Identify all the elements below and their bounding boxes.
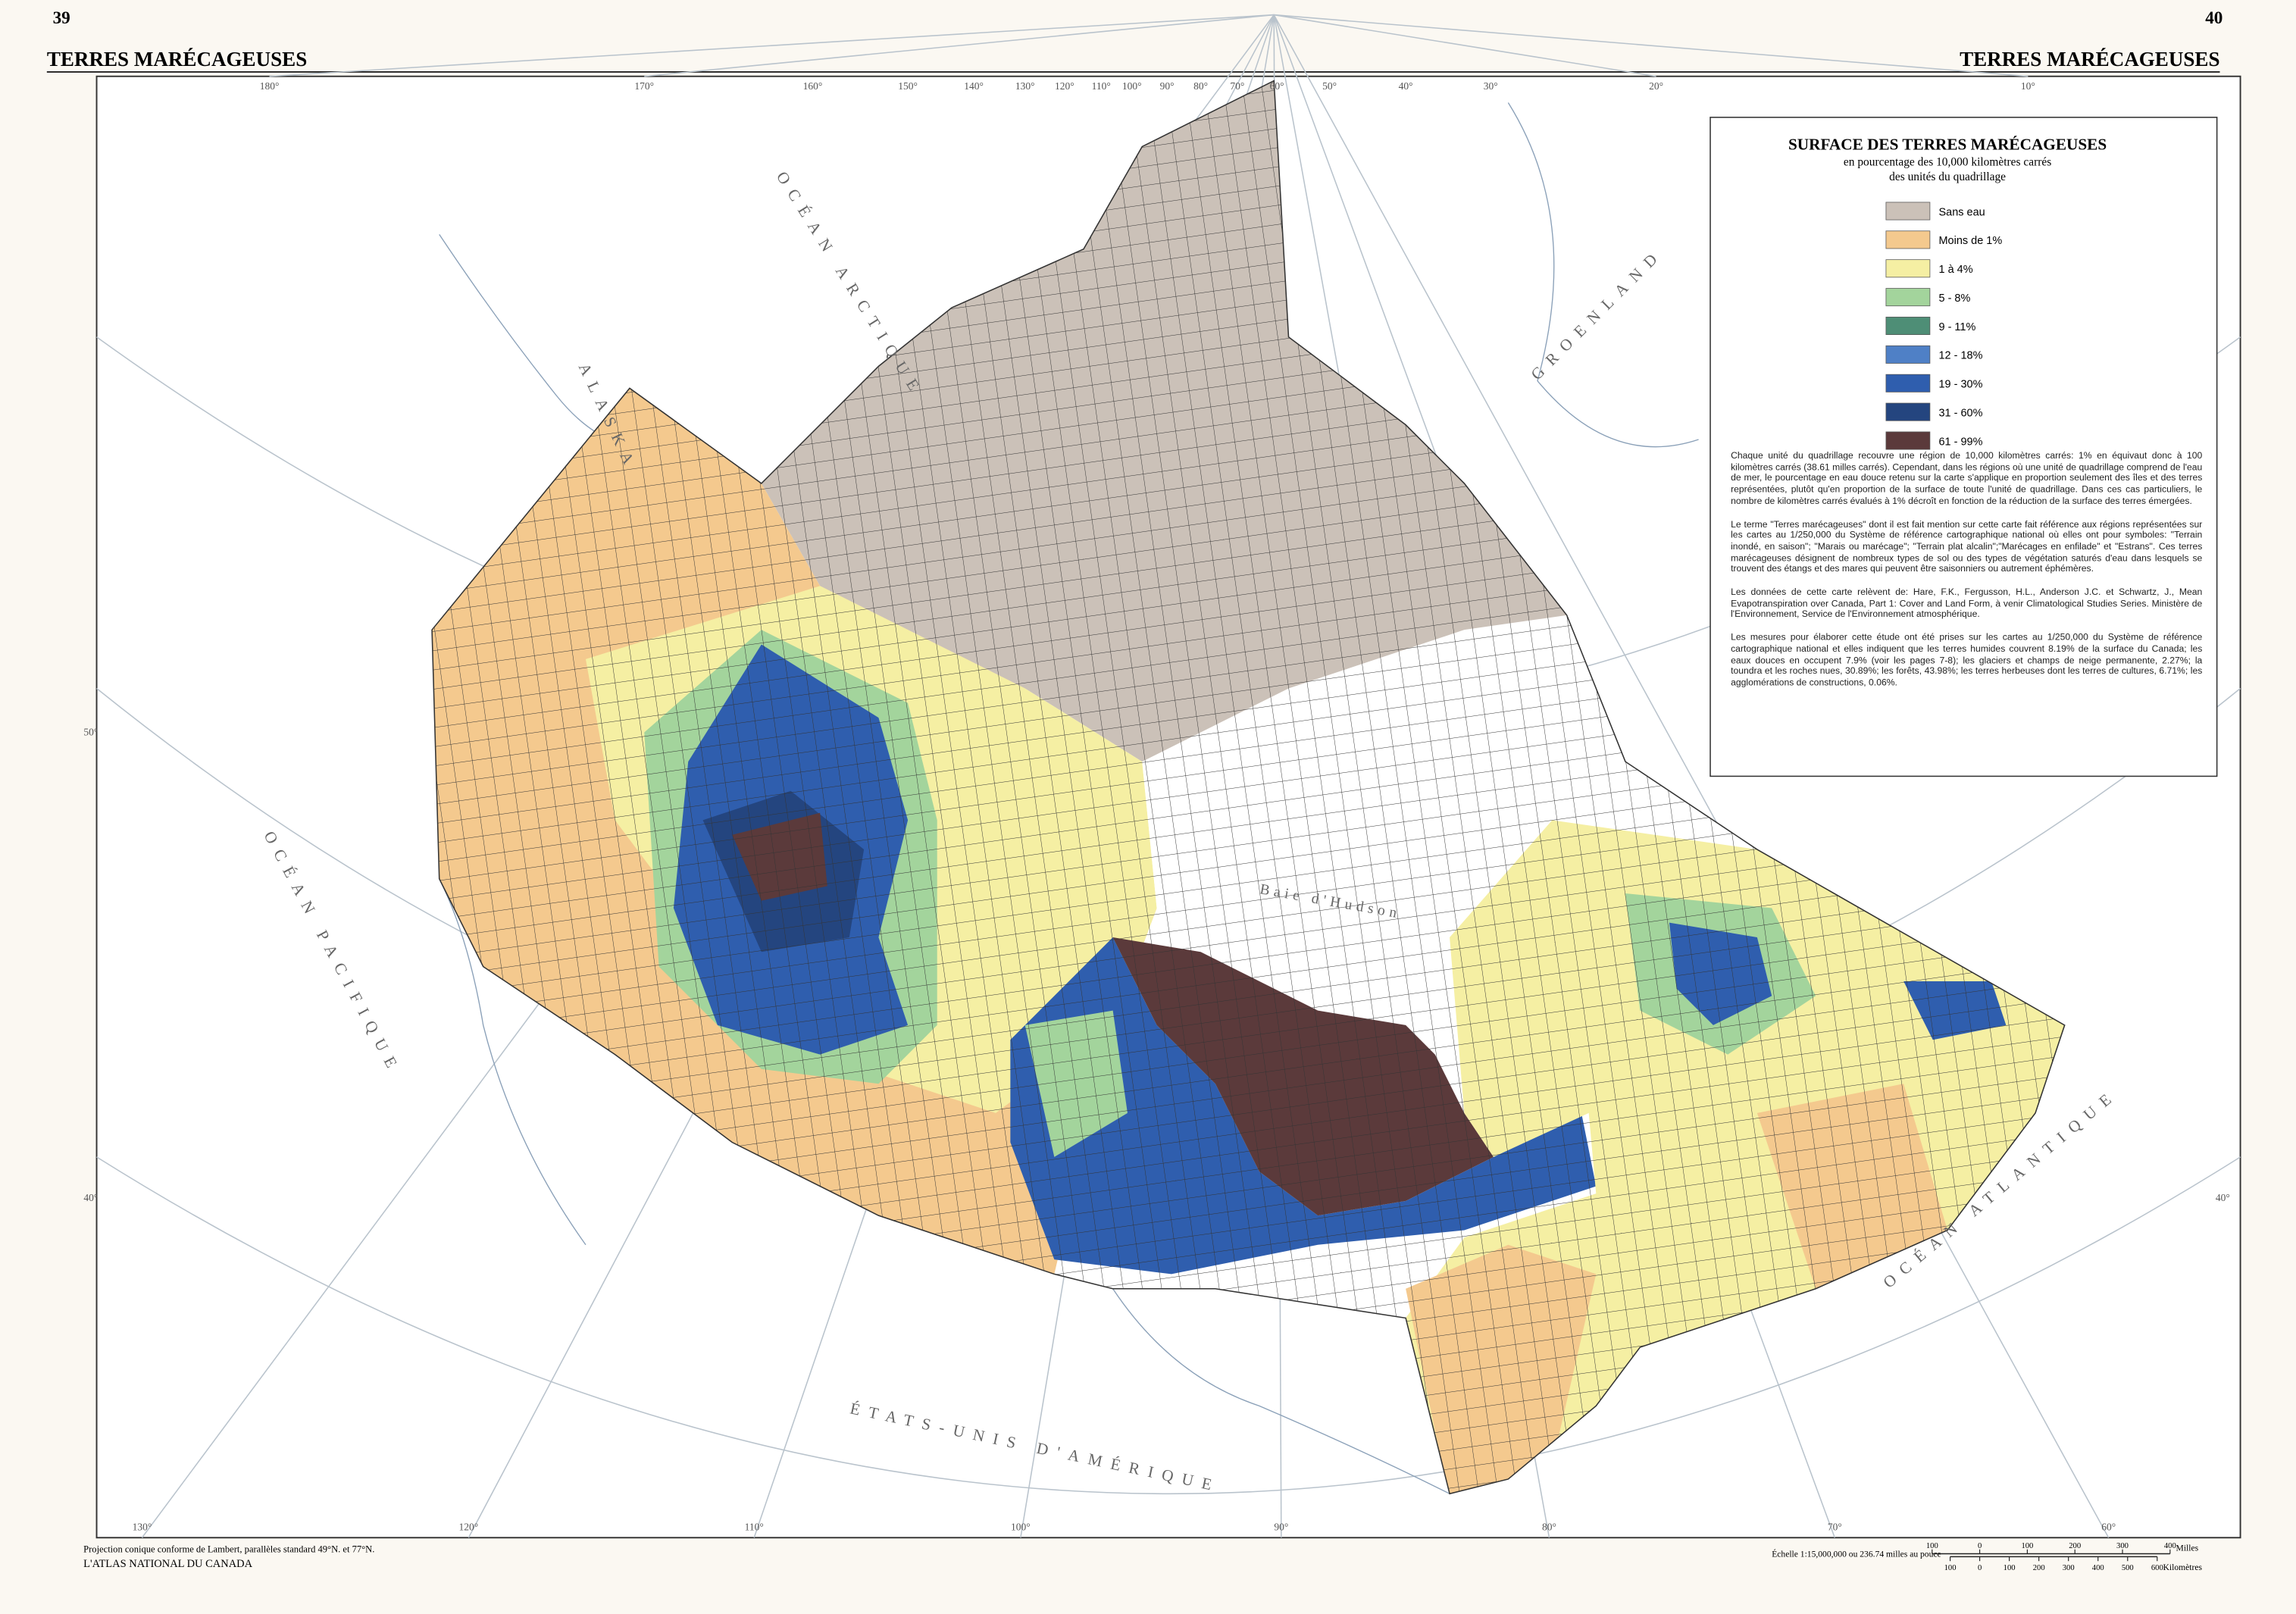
legend-label: 61 - 99%	[1938, 436, 1982, 448]
legend-label: 1 à 4%	[1938, 264, 1972, 276]
longitude-label: 110°	[745, 1522, 764, 1533]
footer: Projection conique conforme de Lambert, …	[83, 1542, 2202, 1572]
latitude-label: 40°	[2216, 1192, 2230, 1203]
atlas: L'ATLAS NATIONAL DU CANADA	[83, 1558, 252, 1570]
longitude-label: 110°	[1092, 80, 1111, 92]
note-paragraph: Chaque unité du quadrillage recouvre une…	[1731, 451, 2203, 507]
notes: Chaque unité du quadrillage recouvre une…	[1731, 451, 2202, 689]
scale-label: 500	[2122, 1564, 2134, 1572]
legend-subtitle: des unités du quadrillage	[1889, 170, 2006, 183]
longitude-label: 120°	[459, 1522, 479, 1533]
longitude-label: 80°	[1542, 1522, 1556, 1533]
legend-box	[1709, 117, 2218, 777]
longitude-label: 20°	[1649, 80, 1663, 92]
scale-label: 0	[1978, 1564, 1982, 1572]
longitude-label: 100°	[1011, 1522, 1031, 1533]
page-number: 40	[2205, 8, 2222, 28]
longitude-label: 90°	[1160, 80, 1175, 92]
longitude-labels: 180° 170° 160° 150° 140° 130° 120° 110° …	[83, 80, 2229, 1532]
legend-label: Sans eau	[1938, 206, 1985, 218]
legend-swatch	[1885, 317, 1931, 335]
longitude-label: 30°	[1484, 80, 1498, 92]
header: TERRES MARÉCAGEUSES	[1960, 48, 2219, 70]
legend-label: Moins de 1%	[1938, 235, 2002, 247]
longitude-label: 60°	[2101, 1522, 2116, 1533]
note-paragraph: Le terme "Terres marécageuses" dont il e…	[1731, 519, 2203, 575]
legend-swatch	[1885, 345, 1931, 364]
scale-label: 100	[1926, 1542, 1938, 1550]
longitude-label: 130°	[1015, 80, 1035, 92]
legend-label: 9 - 11%	[1938, 321, 1975, 333]
legend-swatch	[1885, 230, 1931, 249]
longitude-label: 100°	[1122, 80, 1142, 92]
longitude-label: 130°	[133, 1522, 152, 1533]
longitude-label: 50°	[1322, 80, 1337, 92]
page-number: 39	[53, 8, 70, 28]
legend-label: 31 - 60%	[1938, 407, 1982, 419]
longitude-label: 70°	[1230, 80, 1244, 92]
note-paragraph: Les données de cette carte relèvent de: …	[1731, 587, 2203, 621]
longitude-label: 60°	[1270, 80, 1284, 92]
scale-text: Échelle 1:15,000,000 ou 236.74 milles au…	[1772, 1548, 1941, 1559]
scale-label: 100	[2021, 1542, 2033, 1550]
legend-swatch	[1885, 202, 1931, 221]
projection: Projection conique conforme de Lambert, …	[83, 1544, 374, 1555]
longitude-label: 140°	[964, 80, 984, 92]
longitude-label: 40°	[1399, 80, 1413, 92]
scale-label: 600	[2151, 1564, 2163, 1572]
legend-swatch	[1885, 431, 1931, 450]
longitude-label: 80°	[1193, 80, 1208, 92]
scale-bar: 100 0 100 200 300 400 100 0 100 200 300 400 500 600 Mi…	[1926, 1542, 2203, 1572]
notes-text: Chaque unité du quadrillage recouvre une…	[1731, 451, 2202, 689]
longitude-label: 120°	[1055, 80, 1074, 92]
scale-label: 300	[2063, 1564, 2075, 1572]
legend-swatch	[1885, 259, 1931, 278]
note-paragraph: Les mesures pour élaborer cette étude on…	[1731, 633, 2203, 689]
legend: SURFACE DES TERRES MARÉCAGEUSES en pourc…	[1709, 117, 2218, 777]
legend-subtitle: en pourcentage des 10,000 kilomètres car…	[1844, 156, 2051, 169]
longitude-label: 90°	[1274, 1522, 1288, 1533]
grid-outline	[431, 80, 2066, 1495]
legend-swatch	[1885, 374, 1931, 393]
scale-unit: Kilomètres	[2163, 1562, 2203, 1572]
longitude-label: 10°	[2021, 80, 2035, 92]
longitude-label: 170°	[634, 80, 654, 92]
latitude-label: 40°	[83, 1192, 98, 1203]
scale-label: 300	[2116, 1542, 2129, 1550]
latitude-label: 50°	[83, 726, 98, 737]
longitude-label: 150°	[898, 80, 918, 92]
longitude-label: 160°	[803, 80, 823, 92]
header: TERRES MARÉCAGEUSES	[47, 48, 307, 70]
scale-unit: Milles	[2176, 1544, 2199, 1553]
wetland-zones	[432, 80, 2065, 1494]
scale-label: 200	[2069, 1542, 2081, 1550]
longitude-label: 180°	[260, 80, 280, 92]
legend-swatch	[1885, 288, 1931, 307]
legend-label: 5 - 8%	[1938, 292, 1970, 305]
legend-label: 19 - 30%	[1938, 379, 1982, 391]
scale-label: 400	[2164, 1542, 2176, 1550]
longitude-label: 70°	[1828, 1522, 1842, 1533]
scale-label: 100	[1944, 1564, 1957, 1572]
scale-label: 400	[2092, 1564, 2104, 1572]
scale-label: 100	[2004, 1564, 2016, 1572]
scale-label: 200	[2033, 1564, 2045, 1572]
legend-label: 12 - 18%	[1938, 350, 1982, 362]
legend-swatch	[1885, 402, 1931, 421]
legend-title: SURFACE DES TERRES MARÉCAGEUSES	[1788, 135, 2107, 153]
scale-label: 0	[1978, 1542, 1982, 1550]
